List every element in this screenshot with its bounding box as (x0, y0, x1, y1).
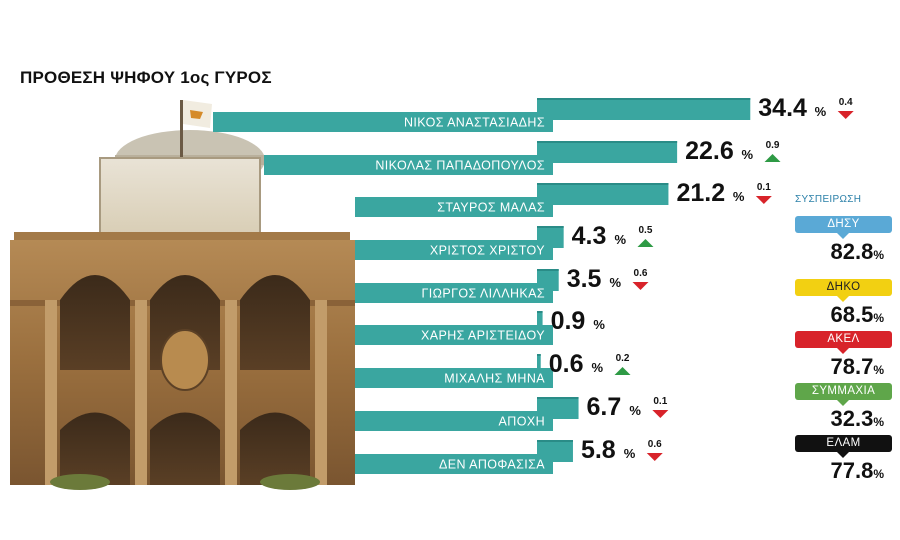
party-cohesion-value: 77.8% (830, 458, 885, 483)
party-cohesion-item: ΕΛΑΜ 77.8% (795, 435, 892, 491)
bar-edge (537, 397, 579, 399)
arrow-down-icon (837, 111, 854, 119)
value-unit: % (592, 360, 604, 375)
party-cohesion-unit: % (873, 467, 884, 481)
change-value: 0.1 (757, 182, 771, 193)
value-label: 3.5 (567, 265, 602, 293)
bar (537, 226, 564, 248)
bar-label-strip (355, 325, 553, 345)
change-value: 0.2 (616, 353, 630, 364)
party-name-tag: ΔΗΚΟ (795, 279, 892, 302)
arrow-up-icon (637, 239, 654, 247)
category-label: ΝΙΚΟΛΑΣ ΠΑΠΑΔΟΠΟΥΛΟΣ (375, 159, 545, 173)
bar-label-strip (264, 155, 553, 175)
arrow-up-icon (614, 367, 631, 375)
bar (537, 311, 543, 333)
party-name-tag: ΕΛΑΜ (795, 435, 892, 458)
party-cohesion-value: 32.3% (830, 406, 885, 431)
category-label: ΔΕΝ ΑΠΟΦΑΣΙΣΑ (439, 458, 545, 472)
party-cohesion-value: 82.8% (830, 239, 885, 264)
bar-label-strip (355, 411, 553, 431)
bar (537, 269, 559, 291)
change-value: 0.6 (648, 439, 662, 450)
bar (537, 98, 751, 120)
bar (537, 183, 669, 205)
bar-label-strip (213, 112, 553, 132)
change-value: 0.4 (839, 97, 853, 108)
bar-edge (537, 269, 559, 271)
category-label: ΓΙΩΡΓΟΣ ΛΙΛΛΗΚΑΣ (421, 287, 545, 301)
bar-label-strip (355, 283, 553, 303)
category-label: ΑΠΟΧΗ (499, 415, 545, 429)
bar (537, 397, 579, 419)
value-label: 0.6 (549, 350, 584, 378)
bar-label-strip (355, 368, 553, 388)
chart-title: ΠΡΟΘΕΣΗ ΨΗΦΟΥ 1ος ΓΥΡΟΣ (20, 68, 272, 87)
bar-edge (537, 311, 543, 313)
party-cohesion-unit: % (873, 248, 884, 262)
arrow-down-icon (646, 453, 663, 461)
party-cohesion-unit: % (873, 363, 884, 377)
bar-edge (537, 226, 564, 228)
value-unit: % (610, 275, 622, 290)
arrow-up-icon (764, 154, 781, 162)
value-label: 22.6 (685, 137, 734, 165)
bar-label-strip (355, 240, 553, 260)
change-value: 0.6 (634, 268, 648, 279)
value-label: 6.7 (587, 393, 622, 421)
party-cohesion-unit: % (873, 415, 884, 429)
value-label: 0.9 (551, 307, 586, 335)
party-name-tag: ΣΥΜΜΑΧΙΑ (795, 383, 892, 406)
bar (537, 141, 678, 163)
bar-label-strip (355, 454, 553, 474)
value-label: 21.2 (676, 179, 725, 207)
value-unit: % (815, 104, 827, 119)
change-value: 0.1 (653, 396, 667, 407)
category-label: ΧΑΡΗΣ ΑΡΙΣΤΕΙΔΟΥ (421, 329, 545, 343)
category-label: ΜΙΧΑΛΗΣ ΜΗΝΑ (444, 372, 545, 386)
party-name-tag: ΔΗΣΥ (795, 216, 892, 239)
category-label: ΣΤΑΥΡΟΣ ΜΑΛΑΣ (437, 201, 545, 215)
bars-group: ΝΙΚΟΣ ΑΝΑΣΤΑΣΙΑΔΗΣ 34.4 % 0.4 ΝΙΚΟΛΑΣ ΠΑΠΑΔΟ… (213, 94, 854, 474)
bar-label-strip (355, 197, 553, 217)
party-cohesion-value: 78.7% (830, 354, 885, 379)
party-cohesion-item: ΣΥΜΜΑΧΙΑ 32.3% (795, 383, 892, 439)
party-cohesion-item: ΔΗΚΟ 68.5% (795, 279, 892, 335)
bar-edge (537, 354, 541, 356)
change-value: 0.5 (639, 225, 653, 236)
party-cohesion-unit: % (873, 311, 884, 325)
category-label: ΧΡΙΣΤΟΣ ΧΡΙΣΤΟΥ (430, 244, 545, 258)
party-name-tag: ΑΚΕΛ (795, 331, 892, 354)
bar-edge (537, 141, 678, 143)
bar-edge (537, 440, 573, 442)
value-unit: % (624, 446, 636, 461)
bar-edge (537, 183, 669, 185)
party-cohesion-item: ΑΚΕΛ 78.7% (795, 331, 892, 387)
arrow-down-icon (632, 282, 649, 290)
party-cohesion-value: 68.5% (830, 302, 885, 327)
cohesion-title: ΣΥΣΠΕΙΡΩΣΗ (795, 194, 862, 205)
value-label: 4.3 (572, 222, 607, 250)
value-unit: % (593, 317, 605, 332)
category-label: ΝΙΚΟΣ ΑΝΑΣΤΑΣΙΑΔΗΣ (404, 116, 545, 130)
value-unit: % (742, 147, 754, 162)
arrow-down-icon (652, 410, 669, 418)
arrow-down-icon (755, 196, 772, 204)
bar (537, 354, 541, 376)
party-cohesion-item: ΔΗΣΥ 82.8% (795, 216, 892, 272)
presidential-palace-image (10, 100, 355, 490)
value-unit: % (629, 403, 641, 418)
value-unit: % (733, 189, 745, 204)
bar (537, 440, 573, 462)
bar-edge (537, 98, 751, 100)
value-unit: % (614, 232, 626, 247)
change-value: 0.9 (766, 140, 780, 151)
value-label: 5.8 (581, 436, 616, 464)
value-label: 34.4 (758, 94, 807, 122)
